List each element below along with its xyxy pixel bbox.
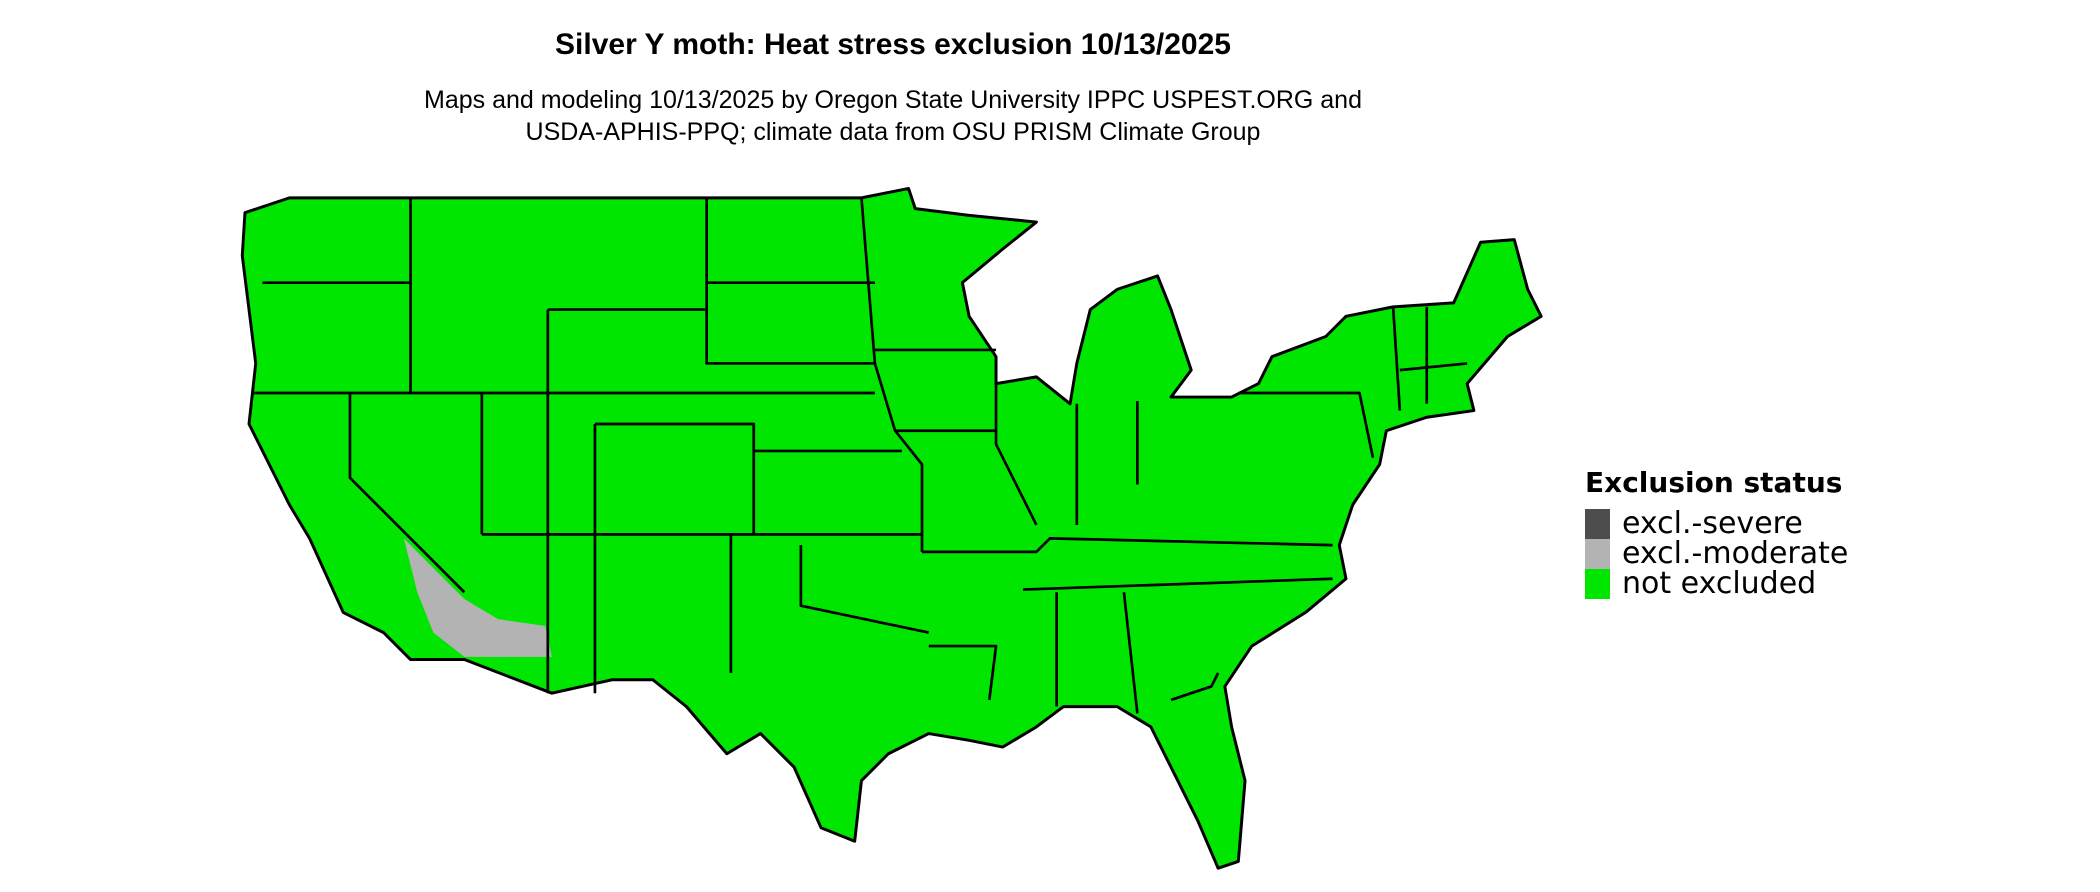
map-subtitle: Maps and modeling 10/13/2025 by Oregon S… bbox=[0, 84, 1786, 148]
swatch-severe bbox=[1585, 509, 1610, 539]
legend-label: excl.-severe bbox=[1622, 506, 1803, 541]
legend-label: excl.-moderate bbox=[1622, 536, 1849, 571]
legend: Exclusion status excl.-severe excl.-mode… bbox=[1585, 466, 1848, 599]
subtitle-line: Maps and modeling 10/13/2025 by Oregon S… bbox=[424, 86, 1362, 114]
legend-label: not excluded bbox=[1622, 566, 1817, 601]
swatch-moderate bbox=[1585, 539, 1610, 569]
swatch-not-excluded bbox=[1585, 569, 1610, 599]
legend-item-moderate: excl.-moderate bbox=[1585, 539, 1848, 569]
map-title: Silver Y moth: Heat stress exclusion 10/… bbox=[555, 28, 1231, 61]
subtitle-line: USDA-APHIS-PPQ; climate data from OSU PR… bbox=[525, 118, 1261, 146]
legend-title: Exclusion status bbox=[1585, 466, 1843, 499]
moderate-exclusion-area bbox=[403, 538, 552, 657]
state-borders bbox=[253, 197, 1468, 714]
legend-item-not-excluded: not excluded bbox=[1585, 569, 1848, 599]
legend-item-severe: excl.-severe bbox=[1585, 509, 1848, 539]
us-outline bbox=[240, 186, 1543, 870]
